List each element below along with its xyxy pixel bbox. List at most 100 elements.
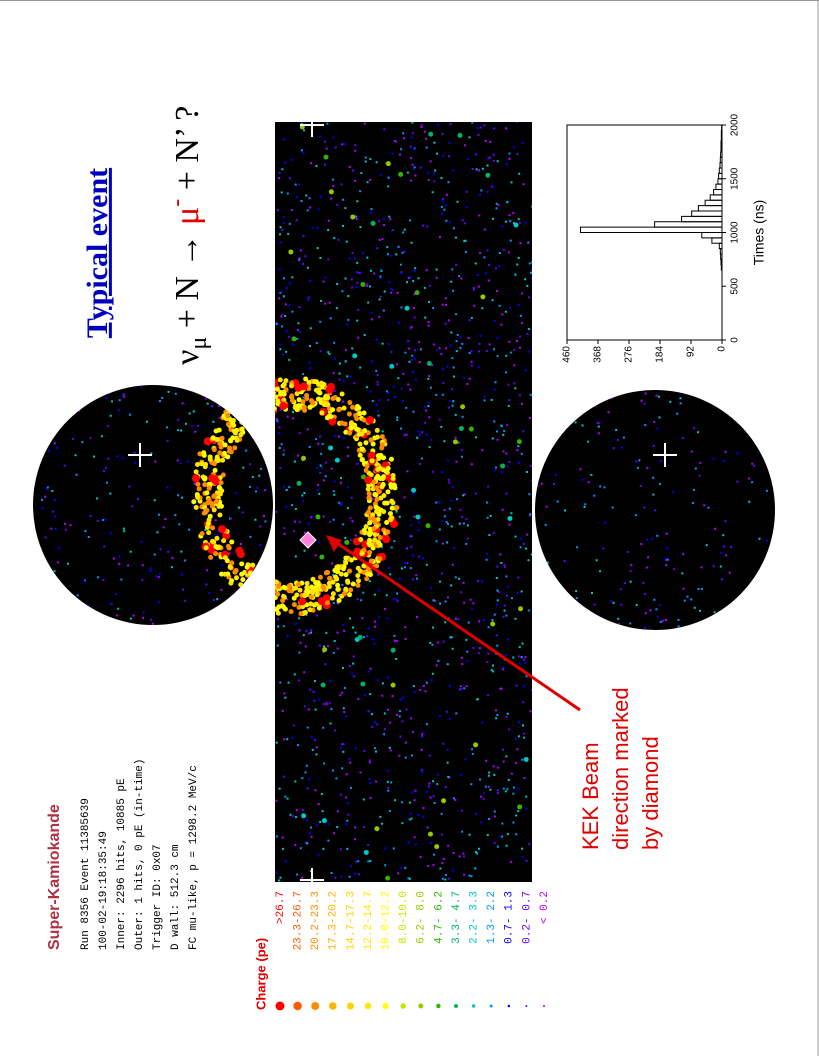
hit	[149, 569, 152, 572]
hit	[455, 340, 458, 343]
hit	[554, 473, 557, 476]
hit	[496, 336, 499, 339]
hit	[620, 446, 623, 449]
hit	[487, 785, 490, 788]
hit	[122, 527, 125, 530]
hit	[448, 481, 451, 484]
hit	[503, 566, 506, 569]
hit	[486, 552, 489, 555]
hit	[505, 575, 508, 578]
ring-hit	[350, 404, 356, 410]
ring-hit	[334, 576, 340, 582]
hit	[505, 492, 508, 495]
hit	[105, 481, 108, 484]
hit	[346, 819, 349, 822]
hit	[308, 361, 311, 364]
hit	[84, 530, 87, 533]
hit	[310, 826, 313, 829]
hit	[343, 686, 346, 689]
hit	[381, 822, 384, 825]
hit	[405, 708, 408, 711]
hit	[466, 537, 469, 540]
hit	[397, 872, 400, 875]
hit	[659, 604, 662, 607]
hit	[316, 489, 319, 492]
hit	[309, 367, 312, 370]
hit	[291, 343, 294, 346]
hit	[348, 664, 351, 667]
hit	[356, 319, 359, 322]
hit	[530, 689, 532, 692]
ring-hit	[211, 447, 217, 453]
reaction-part: -	[164, 199, 190, 207]
hit	[292, 417, 295, 420]
ring-hit	[353, 413, 359, 419]
hit	[517, 735, 520, 738]
hit	[427, 320, 430, 323]
hit	[599, 570, 602, 573]
legend-label: 12.2-14.7	[363, 891, 375, 950]
hit	[506, 712, 509, 715]
hit	[517, 256, 520, 259]
hit	[367, 670, 370, 673]
hit	[294, 183, 297, 186]
hit	[424, 130, 427, 133]
hit	[412, 280, 415, 283]
hit	[422, 684, 425, 687]
hit	[366, 283, 369, 286]
hit	[501, 225, 504, 228]
hit	[444, 204, 447, 207]
hit	[334, 876, 337, 879]
hit	[398, 754, 401, 757]
hit	[630, 564, 633, 567]
hit	[505, 755, 508, 758]
hit	[466, 659, 469, 662]
hit	[413, 166, 416, 169]
hit	[390, 350, 393, 353]
hit	[166, 439, 169, 442]
hit	[254, 490, 257, 493]
hit	[333, 832, 336, 835]
ring-hit	[199, 461, 205, 467]
hit	[494, 381, 497, 384]
hit	[521, 642, 524, 645]
hit	[491, 299, 494, 302]
hit	[301, 876, 304, 879]
hit	[346, 847, 349, 850]
hit	[301, 813, 307, 819]
hit	[327, 258, 330, 261]
hit	[327, 823, 330, 826]
hit	[449, 123, 452, 126]
hit	[292, 815, 295, 818]
hit	[728, 571, 731, 574]
hit	[371, 399, 374, 402]
hit	[522, 724, 525, 727]
ring-hit	[317, 390, 323, 396]
hit	[181, 496, 184, 499]
hit	[516, 263, 519, 266]
hit	[396, 713, 399, 716]
hit	[421, 431, 424, 434]
hit	[451, 404, 454, 407]
hit	[403, 496, 406, 499]
ring-hit	[291, 585, 297, 591]
hit	[519, 537, 522, 540]
hit	[415, 514, 421, 520]
hit	[442, 154, 445, 157]
rotated-content: Super-Kamiokande Charge (pe) Typical eve…	[33, 106, 775, 1011]
hit	[355, 860, 358, 863]
hit	[418, 521, 421, 524]
hit	[665, 618, 668, 621]
hit	[486, 516, 489, 519]
hit	[514, 535, 517, 538]
hit	[374, 750, 377, 753]
hit	[206, 569, 209, 572]
hit	[104, 466, 107, 469]
ring-hit	[355, 427, 361, 433]
ring-hit	[216, 484, 222, 490]
hit	[387, 789, 390, 792]
detector-top-cap	[33, 385, 273, 625]
hit	[407, 383, 410, 386]
hit	[485, 759, 488, 762]
